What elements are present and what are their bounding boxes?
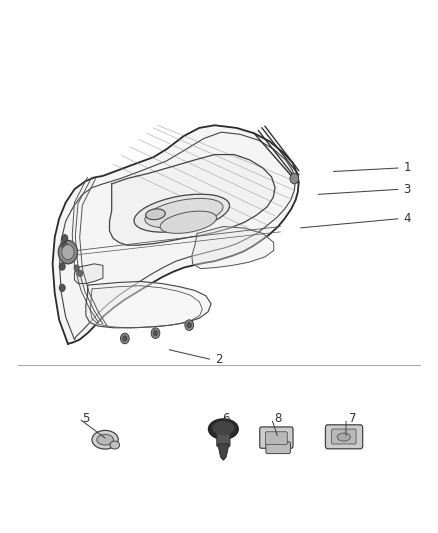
Circle shape <box>151 328 160 338</box>
Ellipse shape <box>97 434 113 445</box>
Circle shape <box>74 265 79 271</box>
Text: 6: 6 <box>222 412 230 425</box>
Ellipse shape <box>146 209 165 220</box>
Circle shape <box>123 336 127 341</box>
FancyBboxPatch shape <box>325 425 363 449</box>
Ellipse shape <box>208 419 238 439</box>
Circle shape <box>62 235 68 242</box>
Ellipse shape <box>110 441 120 449</box>
Circle shape <box>78 270 83 277</box>
Text: 2: 2 <box>215 353 223 366</box>
Polygon shape <box>86 281 211 328</box>
Circle shape <box>153 330 158 336</box>
Text: 3: 3 <box>404 183 411 196</box>
Circle shape <box>62 243 68 250</box>
Ellipse shape <box>145 198 223 228</box>
Circle shape <box>120 333 129 344</box>
FancyBboxPatch shape <box>265 432 287 445</box>
Ellipse shape <box>337 433 350 441</box>
FancyBboxPatch shape <box>332 429 356 444</box>
Ellipse shape <box>213 421 234 435</box>
Polygon shape <box>74 264 103 284</box>
FancyBboxPatch shape <box>260 427 293 448</box>
Polygon shape <box>110 155 275 245</box>
Circle shape <box>187 322 191 328</box>
Text: 5: 5 <box>82 412 89 425</box>
Ellipse shape <box>92 431 118 449</box>
Circle shape <box>290 173 299 184</box>
Text: 1: 1 <box>403 161 411 174</box>
Polygon shape <box>53 125 299 344</box>
Circle shape <box>185 320 194 330</box>
Circle shape <box>59 263 65 270</box>
Text: 4: 4 <box>403 212 411 225</box>
Polygon shape <box>192 227 274 269</box>
Circle shape <box>59 284 65 292</box>
FancyBboxPatch shape <box>217 429 230 447</box>
Text: 7: 7 <box>349 412 357 425</box>
Ellipse shape <box>134 194 230 232</box>
Ellipse shape <box>160 211 216 233</box>
Circle shape <box>62 245 74 260</box>
Polygon shape <box>218 444 229 460</box>
FancyBboxPatch shape <box>266 442 290 454</box>
Circle shape <box>58 240 78 264</box>
Text: 8: 8 <box>275 412 282 425</box>
